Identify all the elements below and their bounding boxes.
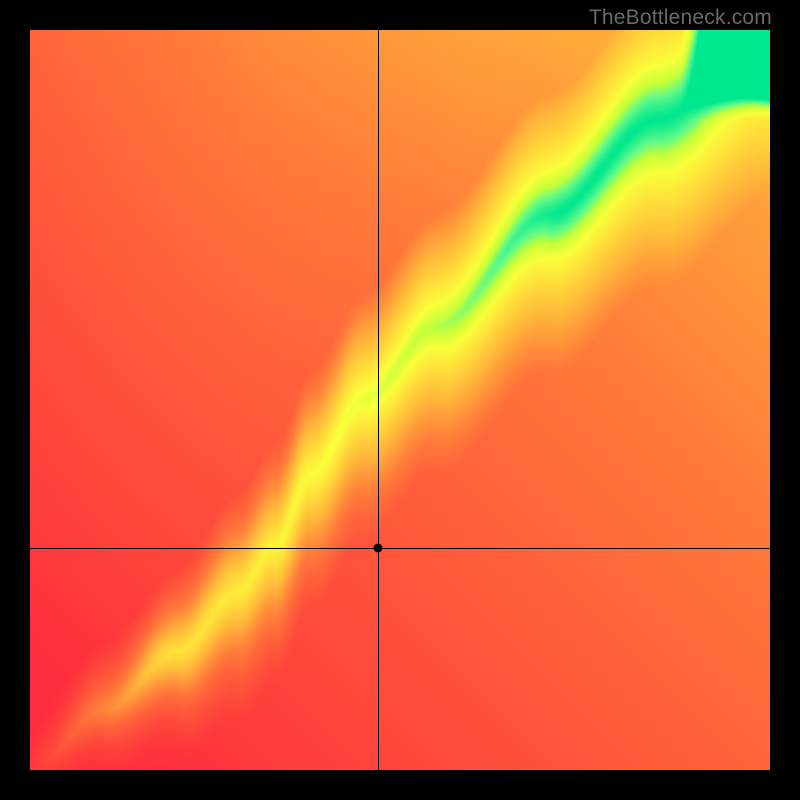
heatmap-canvas bbox=[30, 30, 770, 770]
plot-area bbox=[30, 30, 770, 770]
crosshair-horizontal bbox=[30, 548, 770, 549]
crosshair-vertical bbox=[378, 30, 379, 770]
watermark-text: TheBottleneck.com bbox=[589, 6, 772, 30]
crosshair-marker bbox=[373, 544, 382, 553]
